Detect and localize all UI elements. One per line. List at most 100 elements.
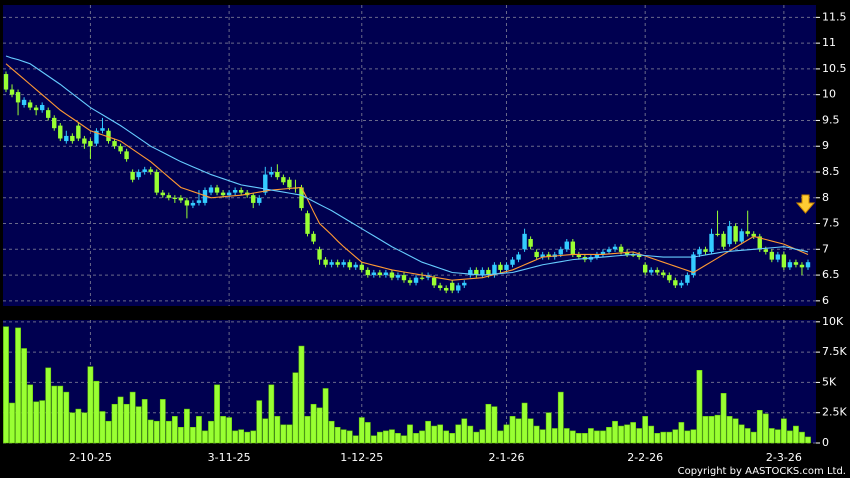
volume-bar [636,428,642,444]
volume-bar [756,410,763,444]
volume-bar [485,403,492,444]
volume-bar [600,430,606,444]
candle-body [715,233,720,236]
candle-body [21,99,27,105]
volume-bar [383,430,389,444]
volume-bar [594,430,600,444]
candle-body [347,262,352,268]
moving-average-line [5,55,809,276]
candle-body [377,272,383,276]
volume-bar [582,433,588,444]
volume-bar [99,411,106,444]
y-tick-label: 8.5 [822,165,840,178]
x-tick-label: 1-12-25 [340,451,383,464]
volume-bar [551,428,558,444]
candle-body [600,251,606,255]
candle-body [202,190,208,203]
candle-body [238,190,244,193]
volume-bar [226,417,232,444]
volume-bar [654,433,661,444]
volume-bar [744,428,751,444]
volume-bar [648,425,655,444]
volume-bar [87,366,94,444]
volume-bar [153,420,160,444]
volume-bar [352,435,359,444]
volume-bar [370,435,377,444]
volume-bar [527,418,534,444]
volume-bar [262,418,269,444]
volume-bar [612,420,618,444]
candle-body [58,125,63,139]
candle-body [443,287,449,291]
candle-body [317,249,322,260]
y-tick-label: 10 [822,88,836,101]
candle-body [82,138,87,144]
volume-bar [503,424,510,444]
volume-bar [805,436,811,444]
volume-bar [467,425,474,444]
candle-body [757,236,762,250]
volume-bar [533,425,540,444]
volume-bar [690,429,697,444]
volume-bar [238,429,245,444]
volume-bar [178,426,184,444]
candle-body [359,264,364,270]
candle-body [787,262,793,268]
volume-bar [292,372,299,444]
candle-body [630,254,636,256]
candle-body [389,272,395,278]
candle-body [371,272,377,276]
x-tick-label: 2-10-25 [69,451,112,464]
volume-bar [563,428,570,444]
candle-body [480,269,485,276]
candle-body [709,233,714,252]
volume-bar [461,418,468,444]
y-tick-label: 11.5 [822,10,847,23]
volume-bar [413,433,419,444]
volume-bar [455,424,462,444]
volume-bar [214,384,220,444]
volume-bar [618,425,624,444]
candle-body [311,233,316,242]
volume-bar [81,412,88,444]
candle-body [703,249,708,252]
volume-bar [322,388,329,444]
volume-bar [244,431,251,444]
candle-body [407,280,413,283]
volume-bar [678,422,685,444]
candle-body [70,135,75,142]
volume-bar [768,428,775,444]
candle-body [673,280,678,286]
volume-bar [340,429,347,444]
volume-bar [606,426,612,444]
candle-body [522,233,527,250]
candle-body [655,269,660,273]
volume-bar [346,430,353,444]
candle-body [636,254,642,258]
y-tick-label: 2.5K [822,406,847,419]
candle-body [196,200,202,203]
volume-bar [51,385,58,444]
candle-body [733,226,738,242]
volume-bar [702,416,709,444]
volume-bar [304,416,311,444]
x-tick-label: 2-2-26 [627,451,663,464]
volume-bar [437,424,444,444]
volume-bar [479,429,486,444]
volume-bar [250,430,257,444]
candle-body [745,231,750,234]
volume-bar [672,429,679,444]
candle-body [528,238,533,247]
volume-bar [720,393,727,444]
y-tick-label: 9.5 [822,113,840,126]
volume-bar [425,420,431,444]
volume-bar [793,425,799,444]
candle-body [263,174,268,193]
candle-body [570,241,576,255]
volume-bar [141,399,148,444]
volume-bar [190,426,196,444]
volume-bar [33,401,39,444]
volume-bar [630,422,636,444]
volume-bar [27,384,33,444]
